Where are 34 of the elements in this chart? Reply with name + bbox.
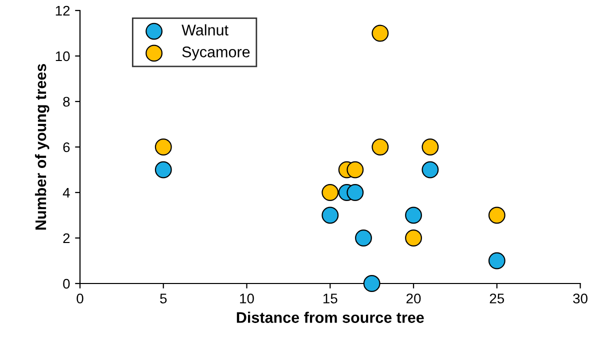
point — [363, 275, 380, 292]
point — [488, 252, 506, 270]
point — [346, 184, 364, 201]
y-tick-label: 6 — [63, 142, 70, 152]
point — [422, 161, 439, 178]
point — [488, 206, 506, 224]
x-tick-label: 25 — [490, 294, 504, 304]
x-tick-label: 5 — [160, 294, 167, 304]
point — [322, 184, 339, 201]
point — [405, 230, 422, 246]
x-tick-label: 10 — [240, 294, 254, 304]
point — [372, 24, 389, 42]
y-tick-label: 2 — [63, 233, 70, 244]
point — [405, 206, 422, 224]
legend-label: Walnut — [182, 24, 228, 36]
x-tick-label: 15 — [323, 294, 338, 304]
x-axis-title: Distance from source tree — [236, 312, 424, 323]
x-tick-label: 0 — [76, 294, 84, 304]
point — [154, 161, 172, 178]
legend-label: Sycamore — [182, 46, 250, 60]
point — [322, 206, 339, 224]
y-axis-title: Number of young trees — [34, 64, 50, 230]
x-tick-label: 30 — [573, 294, 588, 304]
y-tick-label: 4 — [62, 188, 70, 198]
point — [422, 138, 439, 156]
y-tick-label: 10 — [56, 51, 70, 62]
y-tick-label: 0 — [63, 278, 70, 289]
point — [346, 161, 364, 178]
point — [355, 230, 372, 246]
point — [372, 138, 389, 156]
point — [154, 138, 172, 156]
y-tick-label: 8 — [63, 96, 70, 107]
y-tick-label: 12 — [56, 6, 70, 16]
x-tick-label: 20 — [406, 294, 421, 304]
